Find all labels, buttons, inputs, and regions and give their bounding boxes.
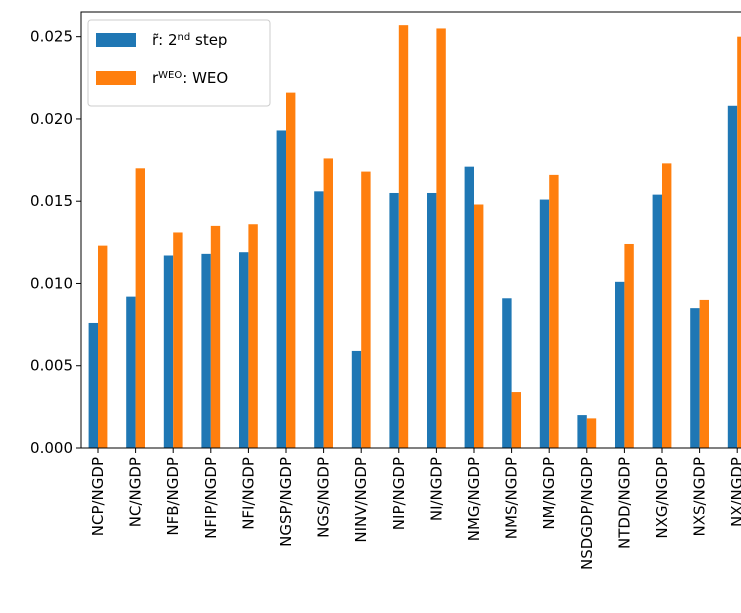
x-tick-label: NCP/NGDP [89,457,107,536]
y-tick-label: 0.025 [30,28,73,46]
bar-ntdd-ngdp-series-2 [624,243,634,448]
bar-ngs-ngdp-series-2 [323,158,333,448]
x-axis: NCP/NGDP NC/NGDP NFB/NGDP NFIP/NGDP NFI/NGDP… [89,448,741,570]
legend-label-base: r̃: 2 [152,31,178,49]
bars-group [88,25,741,449]
bar-nm-ngdp-series-2 [549,174,559,448]
x-tick-label: NXG/NGDP [653,457,671,539]
bar-nfb-ngdp-series-2 [173,232,183,448]
x-tick-label: NMS/NGDP [503,457,521,539]
bar-nxg-ngdp-series-2 [662,163,672,448]
bar-nx-ngdp-series-1 [727,105,738,448]
bar-nfi-ngdp-series-2 [248,224,258,448]
bar-nfb-ngdp-series-1 [163,255,174,448]
x-tick-label: NC/NGDP [127,457,145,527]
legend-swatch-series-1 [96,33,136,47]
bar-nmg-ngdp-series-1 [464,166,474,448]
x-tick-label: NXS/NGDP [691,457,709,537]
x-tick-label: NINV/NGDP [352,457,370,543]
legend-label-base: r [152,69,159,87]
bar-nip-ngdp-series-1 [389,192,399,448]
legend-label-series-2: rWEO: WEO [152,69,228,87]
bar-nc-ngdp-series-1 [126,296,136,448]
x-tick-label: NTDD/NGDP [615,457,633,549]
plot-frame [80,11,741,449]
bar-nip-ngdp-series-2 [398,25,409,448]
legend: r̃: 2nd step rWEO: WEO [87,19,271,107]
bar-ni-ngdp-series-2 [436,28,446,448]
x-tick-label: NFIP/NGDP [202,457,220,539]
bar-nxg-ngdp-series-1 [652,194,662,448]
bar-nsdgdp-ngdp-series-1 [577,415,587,448]
y-tick-label: 0.010 [30,274,73,292]
bar-nfi-ngdp-series-1 [239,252,249,448]
x-tick-label: NFI/NGDP [239,457,257,530]
bar-ngsp-ngdp-series-1 [276,130,286,448]
bar-ncp-ngdp-series-1 [88,322,98,448]
x-tick-label: NM/NGDP [540,457,558,530]
legend-label-tail: step [190,31,227,49]
bar-ntdd-ngdp-series-1 [615,281,625,448]
y-axis: 0.000 0.005 0.010 0.015 0.020 0.025 [30,28,81,457]
bar-ncp-ngdp-series-2 [98,245,108,448]
x-tick-label: NI/NGDP [427,457,445,521]
legend-label-series-1: r̃: 2nd step [152,31,227,49]
legend-swatch-series-2 [96,71,136,85]
x-tick-label: NX/NGDP [728,457,741,527]
legend-label-tail: : WEO [182,69,228,87]
x-tick-label: NSDGDP/NGDP [578,457,596,570]
y-tick-label: 0.020 [30,110,73,128]
x-tick-label: NMG/NGDP [465,457,483,541]
x-tick-label: NGSP/NGDP [277,457,295,547]
bar-nxs-ngdp-series-1 [690,308,700,448]
bar-ngsp-ngdp-series-2 [286,92,296,449]
bar-ninv-ngdp-series-2 [361,171,371,448]
bar-nm-ngdp-series-1 [539,199,550,448]
x-tick-label: NIP/NGDP [390,457,408,530]
legend-label-sup: WEO [158,70,182,81]
y-tick-label: 0.005 [30,357,73,375]
bar-nms-ngdp-series-1 [502,298,512,448]
bar-nfip-ngdp-series-2 [210,225,221,448]
legend-label-sup: nd [178,32,191,43]
x-tick-label: NGS/NGDP [315,457,333,538]
y-tick-label: 0.000 [30,439,73,457]
bar-nxs-ngdp-series-2 [699,299,709,448]
bar-nsdgdp-ngdp-series-2 [586,418,597,448]
y-tick-label: 0.015 [30,192,73,210]
bar-nmg-ngdp-series-2 [474,204,484,448]
bar-ngs-ngdp-series-1 [314,191,324,448]
bar-nc-ngdp-series-2 [135,168,145,449]
bar-nx-ngdp-series-2 [737,36,741,449]
bar-ni-ngdp-series-1 [427,192,437,448]
bar-nms-ngdp-series-2 [511,392,521,448]
bar-nfip-ngdp-series-1 [201,253,211,448]
bar-ninv-ngdp-series-1 [351,350,362,448]
x-tick-label: NFB/NGDP [164,457,182,536]
